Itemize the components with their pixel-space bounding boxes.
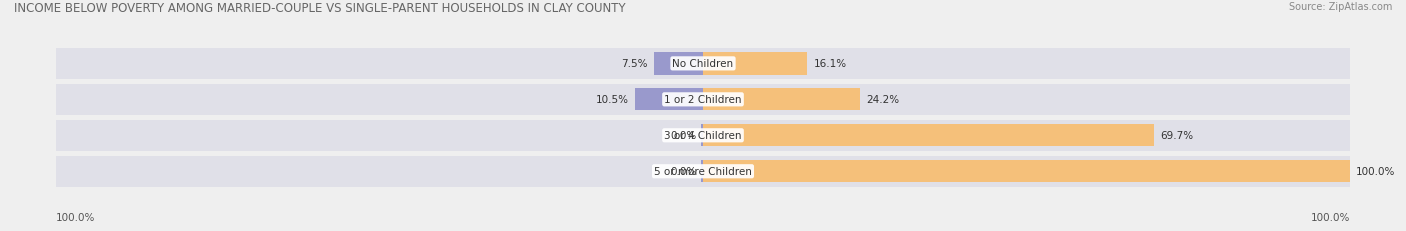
Bar	[636, 89, 703, 111]
Bar	[703, 53, 807, 75]
Bar	[56, 156, 703, 187]
Text: 100.0%: 100.0%	[1310, 212, 1350, 222]
Text: 0.0%: 0.0%	[671, 167, 696, 176]
Bar	[703, 84, 1350, 116]
Text: 3 or 4 Children: 3 or 4 Children	[664, 131, 742, 141]
Text: Source: ZipAtlas.com: Source: ZipAtlas.com	[1288, 2, 1392, 12]
Text: 100.0%: 100.0%	[56, 212, 96, 222]
Text: No Children: No Children	[672, 59, 734, 69]
Text: 100.0%: 100.0%	[1357, 167, 1396, 176]
Bar	[703, 120, 1350, 151]
Text: 5 or more Children: 5 or more Children	[654, 167, 752, 176]
Text: 16.1%: 16.1%	[814, 59, 846, 69]
Bar	[655, 53, 703, 75]
Text: 0.0%: 0.0%	[671, 131, 696, 141]
Bar	[702, 160, 703, 183]
Bar	[56, 120, 703, 151]
Bar	[703, 125, 1154, 147]
Text: 24.2%: 24.2%	[866, 95, 898, 105]
Text: INCOME BELOW POVERTY AMONG MARRIED-COUPLE VS SINGLE-PARENT HOUSEHOLDS IN CLAY CO: INCOME BELOW POVERTY AMONG MARRIED-COUPL…	[14, 2, 626, 15]
Bar	[56, 49, 703, 80]
Bar	[703, 89, 859, 111]
Bar	[703, 49, 1350, 80]
Text: 10.5%: 10.5%	[596, 95, 628, 105]
Bar	[703, 160, 1350, 183]
Text: 7.5%: 7.5%	[621, 59, 648, 69]
Bar	[56, 84, 703, 116]
Text: 69.7%: 69.7%	[1160, 131, 1194, 141]
Text: 1 or 2 Children: 1 or 2 Children	[664, 95, 742, 105]
Bar	[703, 156, 1350, 187]
Bar	[702, 125, 703, 147]
